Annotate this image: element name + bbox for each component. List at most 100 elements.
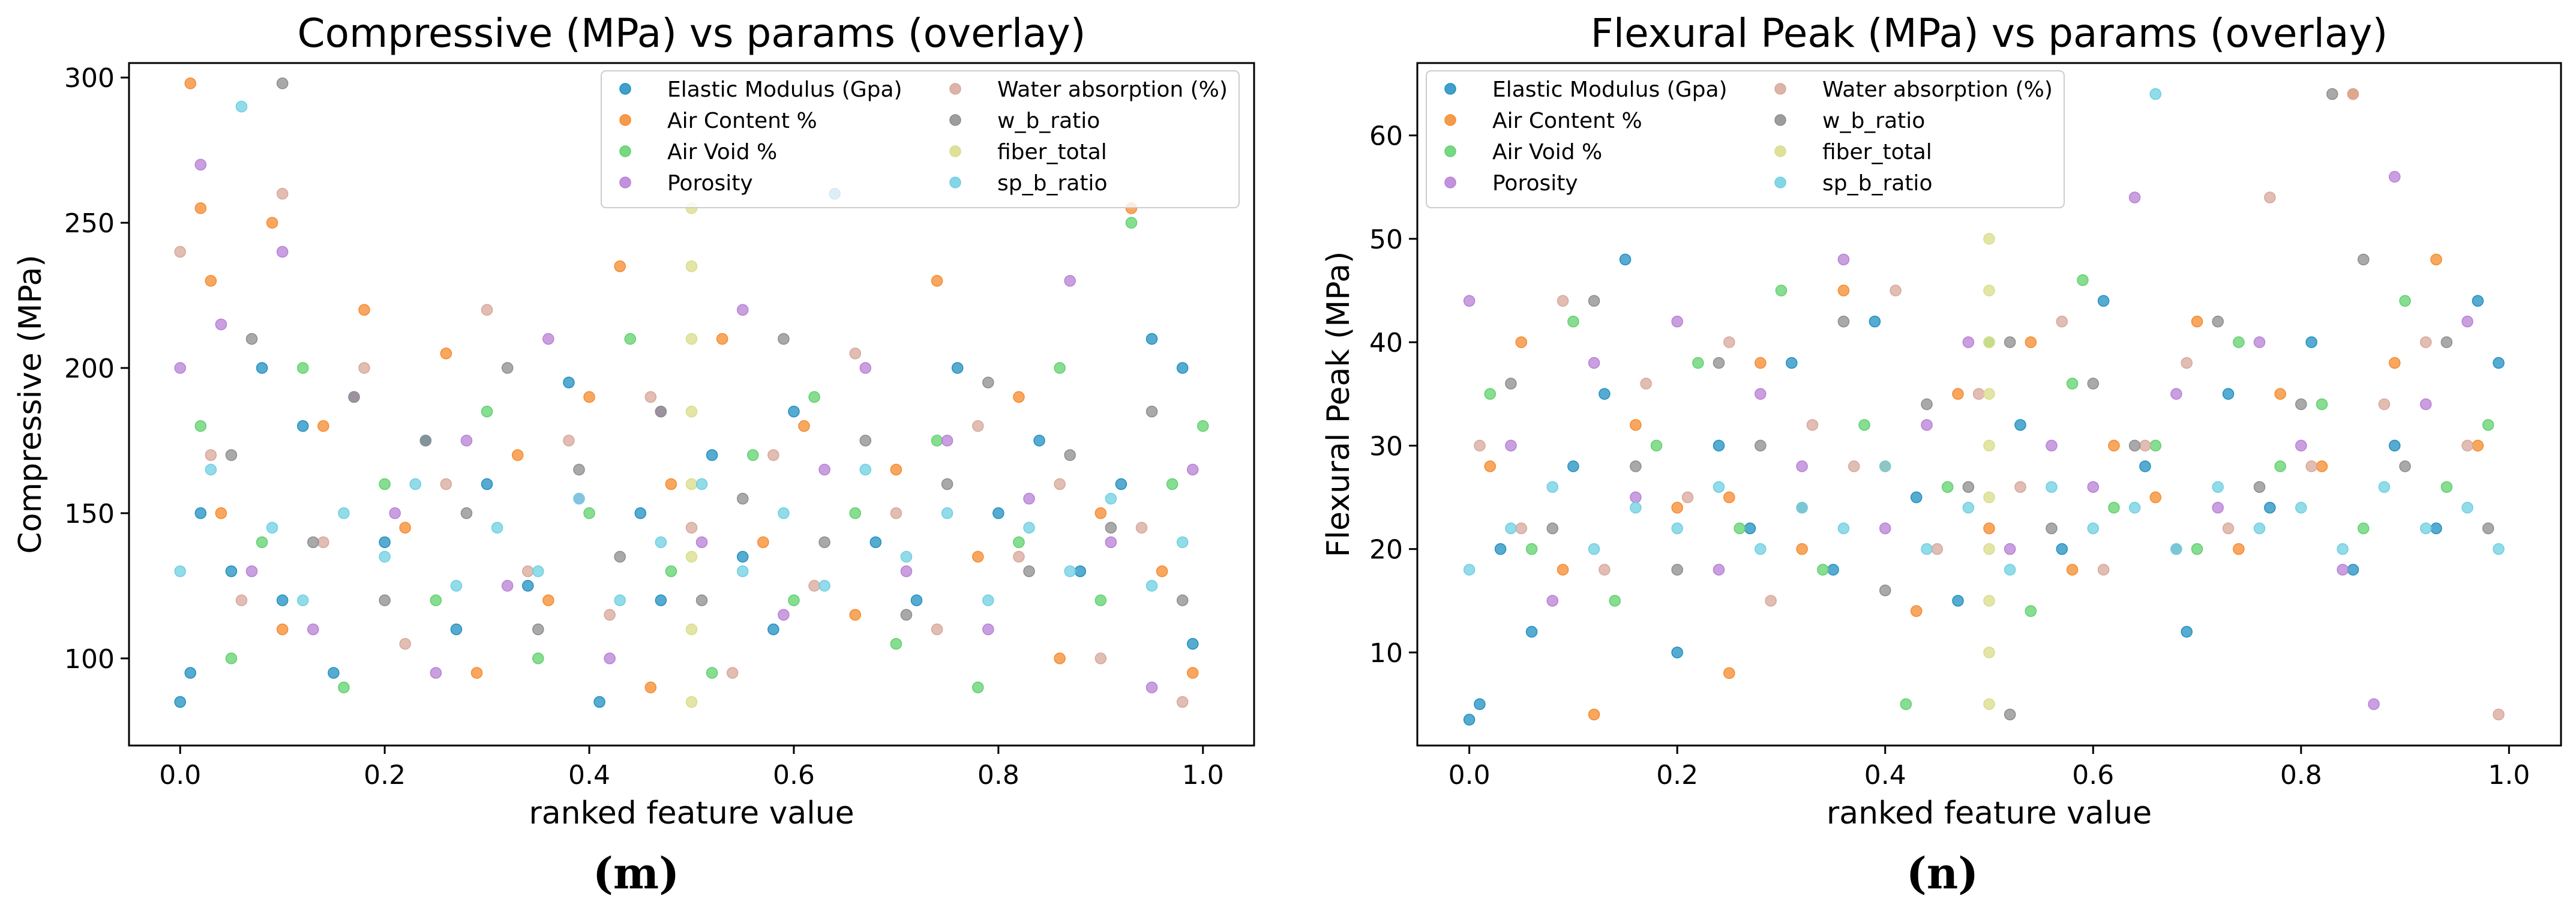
data-point [184, 77, 197, 89]
data-point [1671, 646, 1683, 658]
data-point [266, 522, 278, 534]
legend: Elastic Modulus (Gpa) Air Content % Air Vo… [601, 70, 1240, 208]
data-point [849, 609, 861, 621]
data-point [419, 435, 432, 447]
data-point [430, 667, 442, 679]
legend-label: sp_b_ratio [997, 171, 1107, 196]
data-point [1094, 507, 1107, 519]
data-point [542, 594, 554, 606]
legend-label: sp_b_ratio [1822, 171, 1932, 196]
x-tick-label: 0.8 [977, 760, 1019, 791]
data-point [1692, 357, 1704, 369]
data-point [1463, 714, 1476, 726]
data-point [338, 681, 350, 693]
data-point [1463, 564, 1476, 576]
data-point [624, 333, 636, 345]
legend-label: Porosity [667, 171, 753, 196]
data-point [1567, 315, 1579, 328]
data-point [604, 652, 616, 664]
data-point [430, 594, 442, 606]
data-point [2399, 460, 2411, 472]
data-point [2389, 170, 2401, 183]
data-point [194, 507, 207, 519]
data-point [1806, 419, 1819, 431]
data-point [1474, 439, 1486, 452]
data-point [685, 260, 698, 273]
data-point [644, 681, 657, 693]
data-point [1796, 502, 1808, 514]
data-point [399, 522, 411, 534]
legend-marker [619, 176, 631, 188]
x-tick-label: 0.6 [2072, 760, 2114, 791]
legend-item-w-b-ratio: w_b_ratio [1774, 109, 1925, 133]
data-point [2097, 564, 2110, 576]
x-tick-label: 0.4 [568, 760, 610, 791]
data-point [1115, 478, 1127, 490]
data-point [1484, 460, 1497, 472]
data-point [1505, 522, 1517, 534]
data-point [2139, 460, 2151, 472]
data-point [2014, 481, 2026, 493]
data-point [2316, 398, 2328, 411]
data-point [1013, 550, 1025, 563]
data-point [1064, 275, 1076, 287]
data-point [1755, 543, 1767, 555]
data-point [1105, 536, 1117, 549]
data-point [2419, 336, 2432, 348]
data-point [276, 187, 289, 200]
data-point [2077, 274, 2089, 286]
data-point [1013, 391, 1025, 403]
y-tick-label: 30 [1369, 431, 1403, 462]
data-point [522, 565, 534, 577]
data-point [184, 667, 197, 679]
y-tick-label: 200 [64, 354, 115, 384]
legend-marker [619, 83, 631, 95]
data-point [2149, 491, 2161, 504]
data-point [1033, 435, 1045, 447]
legend-marker [1444, 83, 1456, 95]
data-point [1921, 543, 1933, 555]
legend-label: Water absorption (%) [997, 77, 1228, 102]
data-point [1983, 698, 1995, 710]
data-point [1879, 584, 1891, 597]
data-point [2128, 439, 2141, 452]
data-point [1630, 502, 1642, 514]
legend-marker [1774, 176, 1786, 188]
data-point [869, 536, 882, 549]
data-point [225, 652, 238, 664]
data-point [1546, 522, 1559, 534]
data-point [307, 536, 319, 549]
data-point [1890, 285, 1902, 297]
data-point [481, 304, 493, 316]
data-point [2430, 253, 2442, 266]
data-point [1755, 388, 1767, 400]
data-point [2066, 378, 2079, 390]
y-tick-label: 50 [1369, 224, 1403, 255]
data-point [736, 565, 749, 577]
data-point [593, 696, 605, 708]
x-tick-label: 1.0 [2488, 760, 2530, 791]
data-point [379, 550, 391, 563]
data-point [2222, 522, 2235, 534]
data-point [1588, 543, 1600, 555]
legend-label: Air Content % [1492, 109, 1642, 133]
data-point [276, 594, 289, 606]
data-point [910, 594, 923, 606]
data-point [767, 449, 779, 461]
legend-marker [949, 145, 961, 157]
data-point [1858, 419, 1870, 431]
data-point [1546, 595, 1559, 607]
data-point [2108, 439, 2120, 452]
data-point [1176, 696, 1189, 708]
data-point [1074, 565, 1086, 577]
data-point [1681, 491, 1694, 504]
y-tick-label: 40 [1369, 328, 1403, 358]
data-point [2181, 625, 2193, 638]
data-point [2461, 439, 2473, 452]
x-tick-label: 0.8 [2280, 760, 2322, 791]
data-point [788, 594, 800, 606]
data-point [951, 362, 964, 374]
data-point [1135, 522, 1148, 534]
legend-marker [949, 176, 961, 188]
data-point [2191, 315, 2203, 328]
